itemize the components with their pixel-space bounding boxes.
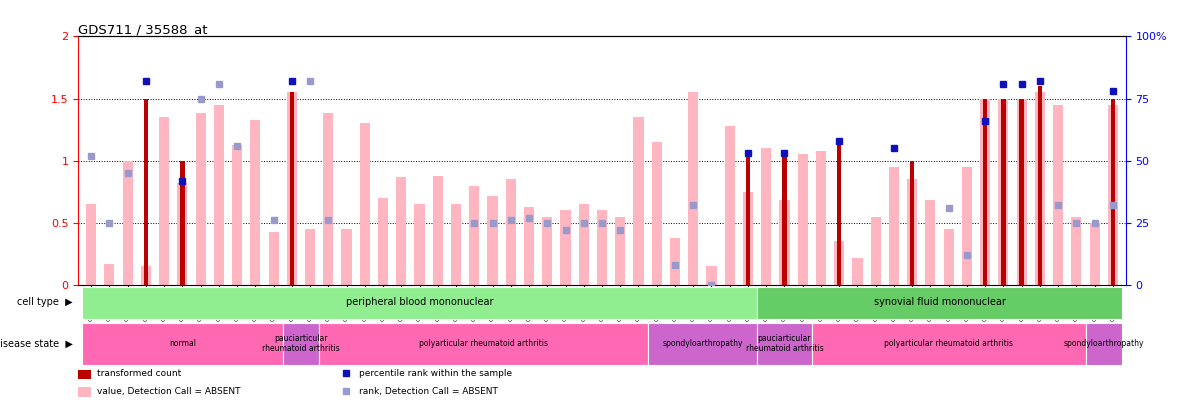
Bar [283,323,319,365]
Bar [524,207,535,285]
Bar [1035,92,1045,285]
Bar [798,154,808,285]
Bar [319,323,648,365]
Bar [268,232,278,285]
Bar [561,211,571,285]
Bar [78,387,90,396]
Bar [757,323,811,365]
Bar [414,204,425,285]
Bar [889,167,899,285]
Bar [745,154,750,285]
Bar [615,217,625,285]
Text: spondyloarthropathy: spondyloarthropathy [662,339,743,348]
Bar [779,200,790,285]
Bar [105,264,114,285]
Bar [761,148,772,285]
Bar [1054,105,1063,285]
Bar [651,142,662,285]
Text: GDS711 / 35588_at: GDS711 / 35588_at [78,23,208,36]
Bar [195,113,206,285]
Bar [470,185,479,285]
Bar [342,229,352,285]
Bar [944,229,954,285]
Bar [998,98,1009,285]
Bar [907,179,917,285]
Bar [378,198,388,285]
Bar [123,161,132,285]
Bar [452,204,461,285]
Bar [980,98,990,285]
Bar [1016,98,1027,285]
Text: cell type  ▶: cell type ▶ [17,297,73,307]
Text: normal: normal [169,339,196,348]
Bar [852,258,862,285]
Bar [725,126,734,285]
Bar [82,323,283,365]
Bar [181,161,184,285]
Bar [579,204,589,285]
Bar [757,287,1122,319]
Bar [811,323,1086,365]
Bar [305,229,315,285]
Text: percentile rank within the sample: percentile rank within the sample [359,369,512,378]
Text: spondyloarthropathy: spondyloarthropathy [1063,339,1144,348]
Bar [1108,105,1119,285]
Bar [707,266,716,285]
Bar [926,200,936,285]
Text: pauciarticular
rheumatoid arthritis: pauciarticular rheumatoid arthritis [262,334,340,353]
Text: rank, Detection Call = ABSENT: rank, Detection Call = ABSENT [359,386,498,396]
Bar [1020,98,1023,285]
Text: polyarticular rheumatoid arthritis: polyarticular rheumatoid arthritis [884,339,1014,348]
Bar [648,323,757,365]
Bar [78,370,90,379]
Text: synovial fluid mononuclear: synovial fluid mononuclear [874,297,1005,307]
Bar [837,142,842,285]
Bar [232,145,242,285]
Text: disease state  ▶: disease state ▶ [0,339,73,348]
Bar [360,124,370,285]
Text: value, Detection Call = ABSENT: value, Detection Call = ABSENT [98,386,241,396]
Bar [542,217,553,285]
Bar [816,151,826,285]
Bar [962,167,972,285]
Bar [506,179,515,285]
Bar [214,105,224,285]
Text: transformed count: transformed count [98,369,182,378]
Bar [432,176,443,285]
Text: pauciarticular
rheumatoid arthritis: pauciarticular rheumatoid arthritis [745,334,824,353]
Bar [689,92,698,285]
Bar [597,211,607,285]
Bar [85,204,96,285]
Bar [783,154,786,285]
Bar [1072,217,1081,285]
Bar [1038,86,1043,285]
Bar [177,183,188,285]
Bar [743,192,752,285]
Bar [159,117,169,285]
Bar [488,196,497,285]
Bar [396,177,406,285]
Bar [323,113,334,285]
Bar [1111,98,1115,285]
Bar [633,117,643,285]
Bar [669,238,680,285]
Bar [250,120,260,285]
Bar [982,98,987,285]
Bar [870,217,881,285]
Text: polyarticular rheumatoid arthritis: polyarticular rheumatoid arthritis [419,339,548,348]
Bar [910,161,915,285]
Bar [141,266,150,285]
Bar [287,92,297,285]
Bar [143,98,148,285]
Bar [1002,98,1005,285]
Text: peripheral blood mononuclear: peripheral blood mononuclear [346,297,494,307]
Bar [1086,323,1122,365]
Bar [289,92,294,285]
Bar [1090,223,1099,285]
Bar [834,241,844,285]
Bar [82,287,757,319]
